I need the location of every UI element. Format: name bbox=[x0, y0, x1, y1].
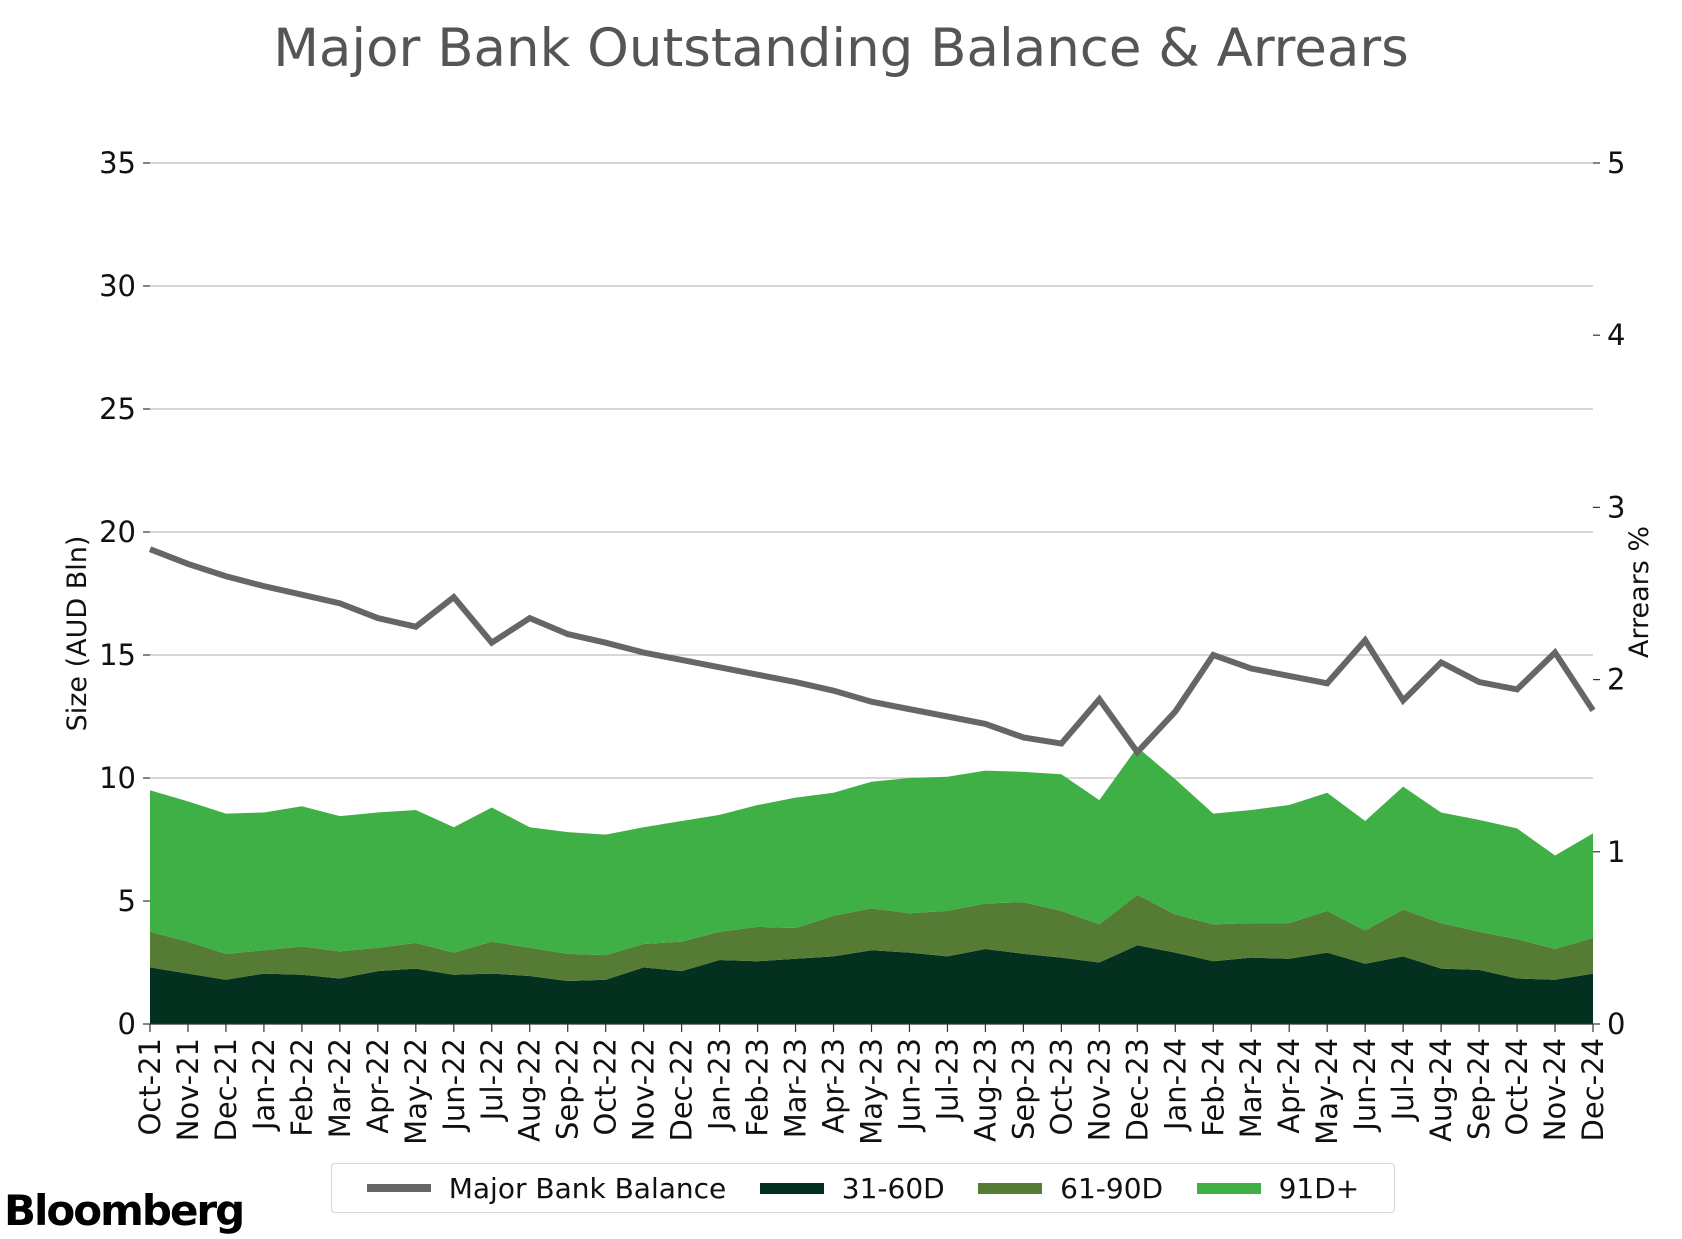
x-tick-label: Dec-24 bbox=[1576, 1038, 1610, 1141]
right-axis-title: Arrears % bbox=[1624, 526, 1655, 658]
legend-label-91d: 91D+ bbox=[1278, 1171, 1360, 1205]
x-tick-label: Jan-24 bbox=[1158, 1038, 1192, 1132]
x-tick-label: Aug-22 bbox=[513, 1038, 547, 1142]
x-tick-label: Apr-22 bbox=[361, 1038, 395, 1134]
x-tick-label: Mar-23 bbox=[779, 1038, 813, 1138]
area-31-60d bbox=[150, 945, 1593, 1024]
x-tick-label: Mar-22 bbox=[323, 1038, 357, 1138]
x-tick-label: May-22 bbox=[399, 1038, 433, 1145]
x-tick-label: Oct-23 bbox=[1044, 1038, 1078, 1136]
x-tick-label: May-23 bbox=[855, 1038, 889, 1145]
right-tick-label: 4 bbox=[1607, 318, 1625, 352]
x-tick-label: Nov-24 bbox=[1538, 1038, 1572, 1141]
x-tick-label: Jan-22 bbox=[247, 1038, 281, 1132]
x-tick-label: Feb-24 bbox=[1196, 1038, 1230, 1137]
x-tick-label: Jul-24 bbox=[1386, 1038, 1420, 1122]
left-tick-label: 30 bbox=[99, 269, 136, 303]
left-axis-title: Size (AUD Bln) bbox=[62, 536, 93, 732]
x-tick-label: Jun-24 bbox=[1348, 1038, 1382, 1133]
legend-swatch-91d bbox=[1196, 1182, 1261, 1194]
x-tick-label: May-24 bbox=[1310, 1038, 1344, 1145]
x-tick-label: Apr-24 bbox=[1272, 1038, 1306, 1134]
x-tick-label: Jun-23 bbox=[892, 1038, 926, 1133]
left-tick-label: 10 bbox=[99, 761, 136, 795]
right-tick-label: 0 bbox=[1607, 1007, 1625, 1041]
x-tick-label: Sep-23 bbox=[1006, 1038, 1040, 1140]
x-tick-label: Jun-22 bbox=[437, 1038, 471, 1133]
x-tick-label: Nov-22 bbox=[627, 1038, 661, 1141]
legend-swatch-61-90d bbox=[978, 1182, 1043, 1194]
legend-swatch-balance bbox=[366, 1184, 431, 1192]
x-tick-label: Feb-22 bbox=[285, 1038, 319, 1137]
left-tick-label: 0 bbox=[118, 1007, 136, 1041]
x-tick-label: Jul-23 bbox=[930, 1038, 964, 1122]
legend-item-31-60d[interactable]: 31-60D bbox=[759, 1171, 945, 1205]
bloomberg-logo: Bloomberg bbox=[4, 1186, 245, 1235]
x-tick-label: Aug-23 bbox=[968, 1038, 1002, 1142]
x-tick-label: Aug-24 bbox=[1424, 1038, 1458, 1142]
x-tick-label: Apr-23 bbox=[817, 1038, 851, 1134]
x-tick-label: Jan-23 bbox=[703, 1038, 737, 1132]
axes bbox=[143, 162, 1600, 1032]
legend-item-91d[interactable]: 91D+ bbox=[1196, 1171, 1360, 1205]
legend-label-31-60d: 31-60D bbox=[841, 1171, 945, 1205]
left-tick-label: 25 bbox=[99, 392, 136, 426]
area-91d- bbox=[150, 747, 1593, 956]
x-tick-label: Dec-22 bbox=[665, 1038, 699, 1141]
x-tick-label: Jul-22 bbox=[475, 1038, 509, 1122]
legend-item-61-90d[interactable]: 61-90D bbox=[978, 1172, 1163, 1205]
x-tick-label: Sep-22 bbox=[551, 1038, 585, 1140]
left-tick-label: 15 bbox=[99, 638, 136, 672]
legend-item-balance[interactable]: Major Bank Balance bbox=[366, 1171, 727, 1205]
x-tick-label: Feb-23 bbox=[741, 1038, 775, 1137]
x-tick-label: Oct-24 bbox=[1500, 1038, 1534, 1136]
x-tick-label: Nov-23 bbox=[1082, 1038, 1116, 1141]
right-tick-label: 2 bbox=[1607, 663, 1625, 697]
x-tick-label: Sep-24 bbox=[1462, 1038, 1496, 1140]
legend: Major Bank Balance 31-60D 61-90D 91D+ bbox=[331, 1163, 1395, 1213]
legend-swatch-31-60d bbox=[759, 1182, 824, 1194]
line-major-bank-balance bbox=[148, 546, 1596, 757]
chart-title: Major Bank Outstanding Balance & Arrears bbox=[273, 18, 1409, 79]
right-tick-label: 1 bbox=[1607, 835, 1625, 869]
stacked-areas bbox=[150, 747, 1593, 1024]
x-tick-label: Dec-21 bbox=[209, 1038, 243, 1141]
x-tick-label: Oct-22 bbox=[589, 1038, 623, 1136]
left-tick-label: 35 bbox=[99, 146, 136, 180]
x-tick-label: Oct-21 bbox=[133, 1038, 167, 1136]
legend-label-61-90d: 61-90D bbox=[1060, 1171, 1164, 1205]
x-tick-label: Mar-24 bbox=[1234, 1038, 1268, 1138]
legend-label-balance: Major Bank Balance bbox=[448, 1171, 727, 1205]
x-tick-label: Dec-23 bbox=[1120, 1038, 1154, 1141]
right-tick-label: 3 bbox=[1607, 490, 1625, 524]
left-tick-label: 20 bbox=[99, 515, 136, 549]
balance-line-layer bbox=[148, 546, 1596, 757]
x-tick-label: Nov-21 bbox=[171, 1038, 205, 1141]
area-61-90d bbox=[150, 894, 1593, 981]
left-tick-label: 5 bbox=[118, 884, 136, 918]
right-tick-label: 5 bbox=[1607, 146, 1625, 180]
